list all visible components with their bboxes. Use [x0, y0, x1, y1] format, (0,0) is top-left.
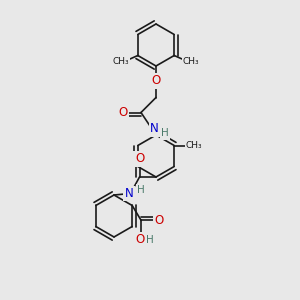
- Text: O: O: [118, 106, 127, 119]
- Text: H: H: [146, 235, 154, 245]
- Text: CH₃: CH₃: [112, 57, 129, 66]
- Text: O: O: [152, 74, 160, 88]
- Text: CH₃: CH₃: [183, 57, 200, 66]
- Text: H: H: [137, 185, 145, 196]
- Text: N: N: [124, 187, 134, 200]
- Text: CH₃: CH₃: [186, 141, 202, 150]
- Text: O: O: [154, 214, 164, 227]
- Text: H: H: [161, 128, 169, 139]
- Text: N: N: [150, 122, 159, 136]
- Text: O: O: [135, 233, 144, 247]
- Text: O: O: [135, 152, 144, 166]
